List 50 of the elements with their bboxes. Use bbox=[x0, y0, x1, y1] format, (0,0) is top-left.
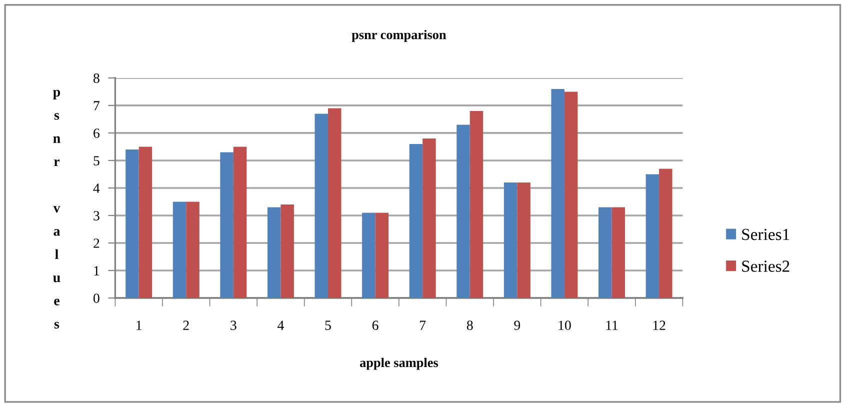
bar bbox=[456, 124, 470, 298]
bar bbox=[517, 182, 530, 298]
bar bbox=[504, 182, 518, 298]
x-tick-label: 9 bbox=[514, 320, 520, 330]
bar bbox=[220, 152, 234, 298]
y-tick-label: 3 bbox=[94, 211, 100, 220]
chart-title: psnr comparison bbox=[352, 30, 446, 42]
bar bbox=[646, 174, 660, 298]
bar bbox=[551, 88, 564, 298]
x-tick-label: 1 bbox=[136, 320, 142, 330]
y-tick-label: 0 bbox=[94, 294, 100, 303]
x-tick-label: 11 bbox=[606, 320, 618, 330]
x-tick-label: 7 bbox=[420, 320, 426, 330]
x-tick-label: 10 bbox=[558, 320, 571, 330]
bar bbox=[233, 146, 247, 298]
bar bbox=[138, 146, 152, 298]
bar bbox=[659, 168, 672, 298]
bar bbox=[280, 204, 294, 298]
bar bbox=[126, 149, 139, 298]
y-tick-label: 6 bbox=[94, 128, 100, 138]
x-axis-title: apple samples bbox=[360, 358, 438, 370]
x-tick-label: 12 bbox=[653, 320, 666, 330]
bar bbox=[409, 144, 423, 298]
legend-label: Series1 bbox=[742, 228, 790, 240]
y-tick-label: 5 bbox=[94, 156, 100, 166]
bar bbox=[186, 202, 200, 298]
bar bbox=[598, 207, 612, 298]
bar bbox=[172, 202, 186, 298]
bar bbox=[422, 138, 436, 298]
bar bbox=[362, 212, 376, 298]
legend-label: Series2 bbox=[742, 260, 790, 272]
y-tick-label: 1 bbox=[94, 266, 100, 276]
x-tick-label: 8 bbox=[466, 320, 473, 330]
bar bbox=[328, 108, 342, 298]
bar bbox=[314, 114, 328, 298]
bar bbox=[375, 212, 389, 298]
bar bbox=[612, 207, 625, 298]
bar bbox=[470, 110, 484, 298]
y-tick-label: 4 bbox=[93, 184, 100, 193]
text: psnr values bbox=[53, 90, 60, 329]
x-tick-label: 2 bbox=[183, 320, 189, 330]
x-tick-label: 4 bbox=[278, 320, 284, 330]
x-tick-label: 6 bbox=[372, 320, 378, 330]
bar bbox=[267, 207, 281, 298]
y-tick-label: 8 bbox=[94, 74, 100, 83]
x-tick-label: 5 bbox=[325, 320, 331, 330]
x-tick-label: 3 bbox=[230, 320, 236, 330]
y-tick-label: 2 bbox=[94, 238, 100, 248]
bar bbox=[564, 92, 578, 298]
y-tick-label: 7 bbox=[94, 101, 100, 110]
